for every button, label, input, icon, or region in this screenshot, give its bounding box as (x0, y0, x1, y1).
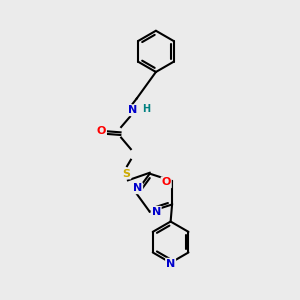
Text: O: O (97, 126, 106, 136)
Text: N: N (133, 183, 142, 193)
Text: N: N (166, 259, 175, 269)
Text: O: O (161, 177, 171, 188)
Text: N: N (128, 105, 137, 115)
Text: N: N (152, 207, 161, 217)
Text: H: H (142, 104, 151, 114)
Text: S: S (122, 169, 130, 178)
